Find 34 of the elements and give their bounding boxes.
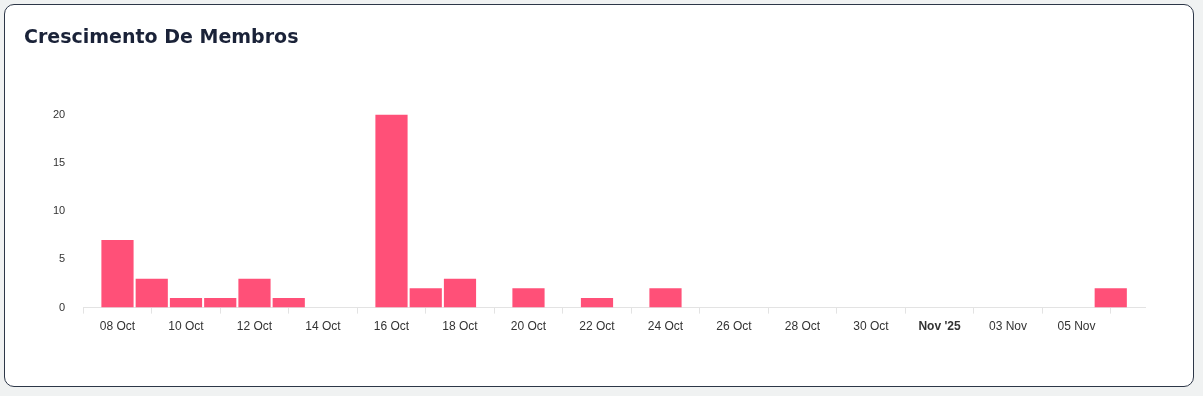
x-tick-label: 12 Oct (236, 319, 273, 334)
bar (649, 288, 682, 308)
bar (1094, 288, 1127, 308)
x-tick-label: 20 Oct (510, 319, 547, 334)
x-tick-label: 26 Oct (716, 319, 753, 334)
y-tick-label: 5 (59, 252, 66, 265)
x-tick-label: 24 Oct (647, 319, 684, 334)
chart-title: Crescimento De Membros (24, 25, 299, 47)
x-tick-label: 18 Oct (442, 319, 479, 334)
x-tick-label: 03 Nov (988, 319, 1028, 334)
x-tick-label: 30 Oct (853, 319, 890, 334)
bar (409, 288, 442, 308)
x-tick-label: 08 Oct (99, 319, 136, 334)
bar (580, 297, 614, 308)
bar (101, 240, 134, 308)
y-tick-label: 20 (52, 107, 66, 120)
x-tick-label: 10 Oct (168, 319, 205, 334)
bar (272, 297, 305, 308)
x-tick-label: 28 Oct (784, 319, 821, 334)
bar (204, 297, 237, 308)
y-tick-label: 10 (52, 204, 66, 217)
y-tick-label: 0 (59, 300, 66, 313)
bar (443, 278, 477, 308)
x-tick-label: 05 Nov (1057, 319, 1096, 334)
x-tick-label: Nov '25 (918, 319, 961, 334)
x-tick-label: 14 Oct (305, 319, 342, 334)
x-tick-label: 16 Oct (373, 319, 410, 334)
bar (512, 288, 545, 308)
y-tick-label: 15 (52, 155, 66, 168)
x-tick-label: 22 Oct (579, 319, 616, 334)
bar (135, 278, 168, 308)
bar (169, 297, 203, 308)
bar (375, 114, 408, 308)
bar (238, 278, 271, 308)
